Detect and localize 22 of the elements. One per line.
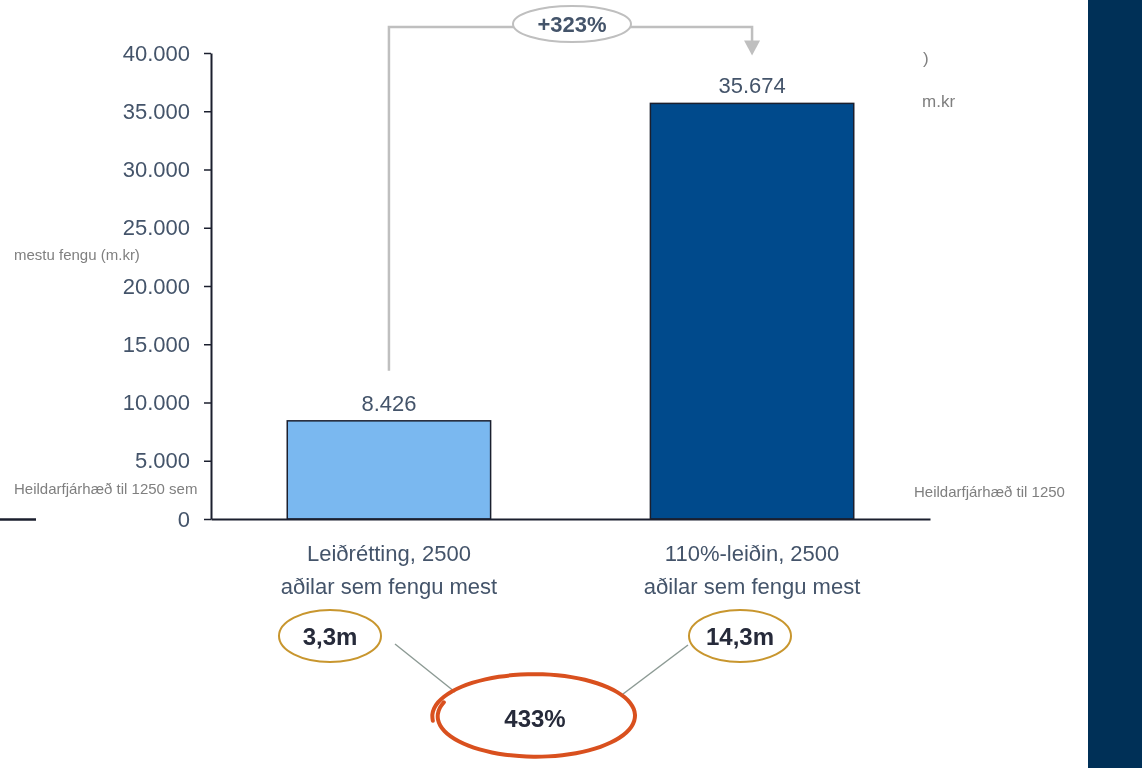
y-tick-label: 15.000 — [122, 331, 190, 357]
data-label: 8.426 — [361, 390, 417, 416]
data-label: 35.674 — [718, 73, 786, 99]
y-tick-label: 10.000 — [122, 390, 190, 416]
x-tick-label: 110%-leiðin, 2500 aðilar sem fengu mest — [643, 540, 861, 599]
text: Heildarfjárhæð til 1250 sem — [14, 479, 198, 497]
y-tick-label: 25.000 — [122, 215, 190, 241]
text: 14,3m — [705, 622, 775, 650]
y-tick-label: 40.000 — [122, 40, 190, 66]
annotation: Heildarfjárhæð til 1250 — [914, 482, 1065, 500]
annotation: ) — [923, 48, 929, 68]
y-tick-label: 0 — [177, 506, 190, 532]
y-tick-label: 35.000 — [122, 98, 190, 124]
x-tick-label: Leiðrétting, 2500 aðilar sem fengu mest — [280, 540, 498, 599]
y-tick-label: 5.000 — [134, 448, 190, 474]
y-tick-label: 30.000 — [122, 157, 190, 183]
text: 433% — [504, 704, 566, 732]
annotation: m.kr — [922, 91, 956, 111]
y-tick-label: 20.000 — [122, 273, 190, 299]
text: mestu fengu (m.kr) — [14, 245, 140, 263]
text: +323% — [537, 11, 607, 37]
text: 3,3m — [302, 622, 358, 650]
